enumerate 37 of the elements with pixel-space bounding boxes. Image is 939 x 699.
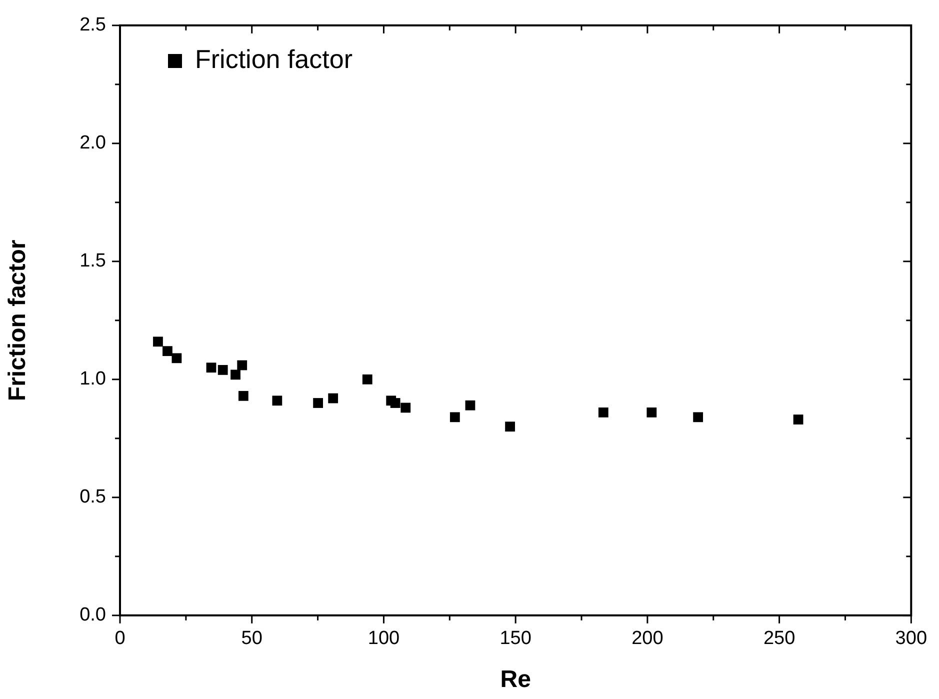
x-tick-label: 50: [241, 628, 262, 650]
point: [646, 407, 657, 418]
y-tick-label: 0.5: [80, 486, 106, 508]
point: [172, 353, 182, 364]
point: [238, 390, 248, 401]
y-tick-label: 1.0: [80, 368, 106, 390]
y-tick-label: 2.0: [80, 132, 106, 154]
y-tick-label: 1.5: [80, 250, 106, 272]
point: [206, 362, 216, 373]
x-tick-label: 300: [895, 628, 927, 650]
y-tick-label: 2.5: [80, 14, 106, 36]
point: [328, 393, 338, 404]
x-tick-label: 150: [500, 628, 532, 650]
x-tick-label: 100: [368, 628, 400, 650]
y-axis-title: Friction factor: [4, 240, 32, 402]
point: [230, 370, 240, 380]
point: [313, 398, 323, 408]
y-tick-label: 0.0: [80, 604, 106, 626]
point: [218, 365, 228, 375]
point: [793, 414, 804, 424]
point: [598, 407, 608, 418]
point: [153, 336, 163, 347]
point: [505, 422, 515, 432]
point: [362, 374, 372, 384]
point: [237, 360, 248, 370]
point: [400, 402, 411, 413]
point: [162, 346, 172, 356]
x-tick-label: 250: [763, 628, 796, 650]
x-axis-title: Re: [500, 666, 531, 694]
x-tick-label: 200: [632, 628, 664, 650]
legend-label: Friction factor: [195, 44, 353, 74]
point: [450, 412, 460, 422]
x-tick-label: 0: [114, 628, 126, 650]
point: [272, 396, 282, 406]
point: [390, 398, 400, 408]
point: [693, 412, 704, 422]
point: [465, 400, 476, 410]
